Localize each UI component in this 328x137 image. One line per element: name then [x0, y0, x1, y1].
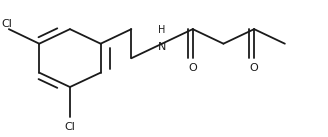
Text: O: O — [250, 63, 258, 73]
Text: H: H — [158, 25, 166, 35]
Text: Cl: Cl — [1, 18, 12, 28]
Text: O: O — [188, 63, 197, 73]
Text: N: N — [158, 42, 166, 52]
Text: Cl: Cl — [65, 122, 75, 132]
